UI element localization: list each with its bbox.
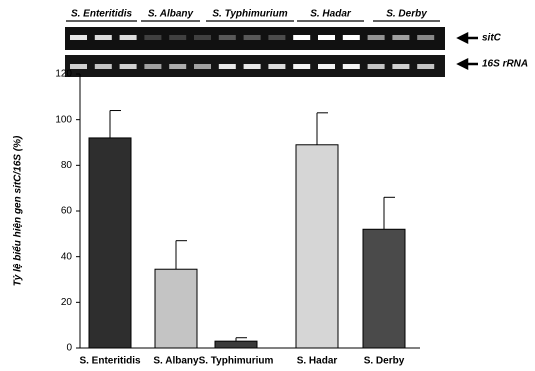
gel-band [293, 64, 310, 69]
gel-band [368, 35, 385, 40]
y-tick-label: 60 [61, 206, 73, 217]
x-tick-label: S. Hadar [297, 356, 338, 367]
gel-band [392, 35, 409, 40]
gel-band [268, 64, 285, 69]
gel-group-label: S. Typhimurium [212, 9, 287, 20]
gel-band [144, 64, 161, 69]
gel-band [169, 35, 186, 40]
gel-band [219, 64, 236, 69]
gel-band [417, 64, 434, 69]
gel-group-label: S. Enteritidis [71, 9, 133, 20]
gel-band [417, 35, 434, 40]
x-tick-label: S. Enteritidis [79, 356, 141, 367]
gel-band [70, 35, 87, 40]
gel-band [70, 64, 87, 69]
y-tick-label: 40 [61, 251, 73, 262]
y-tick-label: 100 [55, 114, 72, 125]
gel-group-label: S. Albany [148, 9, 194, 20]
figure: 0 20 40 60 80 100 120 Tỷ lệ biểu hiện gen sitC/… [0, 0, 535, 371]
gel-band [293, 35, 310, 40]
gel-band [95, 64, 112, 69]
x-tick-label: S. Typhimurium [199, 356, 274, 367]
x-tick-label: S. Derby [364, 356, 405, 367]
gel-band [268, 35, 285, 40]
gel-band [318, 35, 335, 40]
gel-band [120, 35, 137, 40]
gel-band [194, 64, 211, 69]
band-label: sitC [482, 33, 502, 44]
bar [89, 138, 131, 348]
y-tick-label: 20 [61, 297, 73, 308]
gel-band [244, 64, 261, 69]
y-tick-label: 80 [61, 160, 73, 171]
band-label: 16S rRNA [482, 59, 528, 70]
arrow [459, 60, 478, 68]
gel-band [244, 35, 261, 40]
gel-band [343, 35, 360, 40]
bar [296, 145, 338, 348]
gel-group-label: S. Derby [386, 9, 427, 20]
gel-band [219, 35, 236, 40]
gel-band [343, 64, 360, 69]
arrow [459, 34, 478, 42]
bar [155, 269, 197, 348]
gel-band [392, 64, 409, 69]
bar [215, 341, 257, 348]
y-tick-label: 120 [55, 69, 72, 80]
x-tick-label: S. Albany [153, 356, 199, 367]
gel-band [194, 35, 211, 40]
bar [363, 229, 405, 348]
gel-band [169, 64, 186, 69]
gel-group-label: S. Hadar [310, 9, 352, 20]
gel-band [368, 64, 385, 69]
gel-band [95, 35, 112, 40]
gel-band [318, 64, 335, 69]
gel-band [120, 64, 137, 69]
gel-band [144, 35, 161, 40]
y-axis-label: Tỷ lệ biểu hiện gen sitC/16S (%) [12, 135, 24, 286]
y-tick-label: 0 [66, 343, 72, 354]
